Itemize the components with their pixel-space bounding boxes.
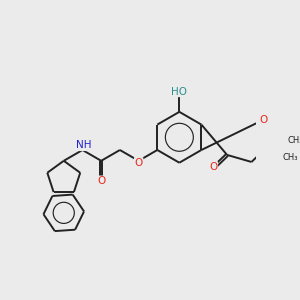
Text: O: O xyxy=(97,176,105,186)
Text: O: O xyxy=(134,158,143,168)
Text: O: O xyxy=(260,115,268,125)
Text: NH: NH xyxy=(76,140,92,150)
Text: HO: HO xyxy=(171,86,187,97)
Text: O: O xyxy=(209,162,218,172)
Text: CH₃: CH₃ xyxy=(287,136,300,145)
Text: CH₃: CH₃ xyxy=(283,153,298,162)
